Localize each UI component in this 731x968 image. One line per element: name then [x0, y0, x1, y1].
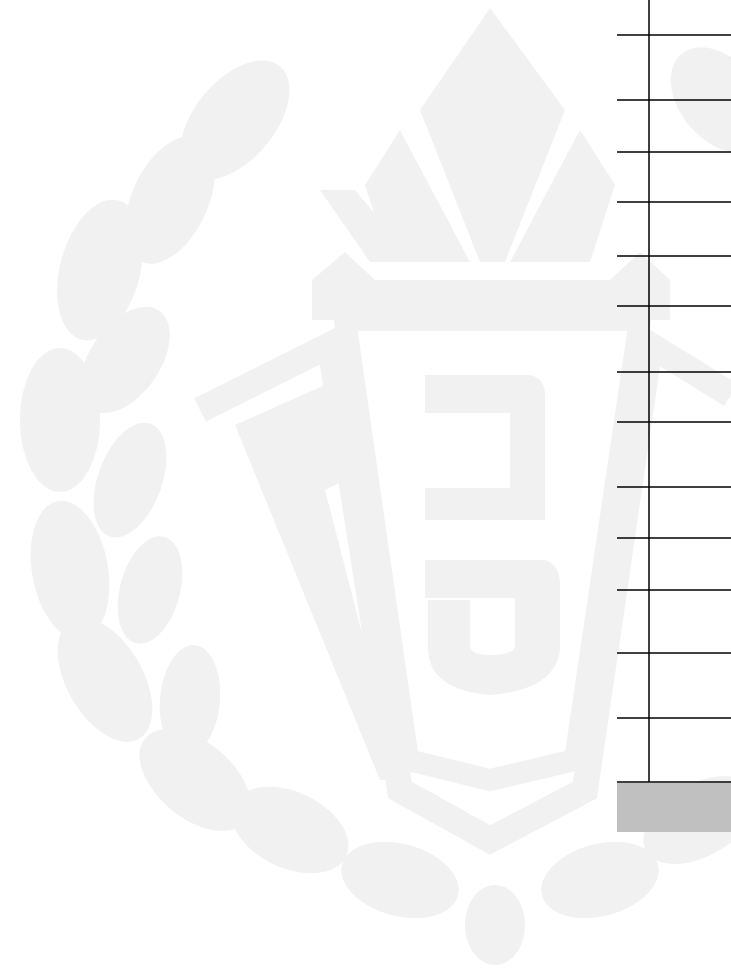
screen [0, 0, 731, 968]
emblem-letter [425, 375, 545, 520]
page: {} [0, 0, 731, 968]
torch-flame [320, 8, 615, 262]
emblem-letter [425, 560, 560, 695]
table-footer [617, 783, 731, 832]
